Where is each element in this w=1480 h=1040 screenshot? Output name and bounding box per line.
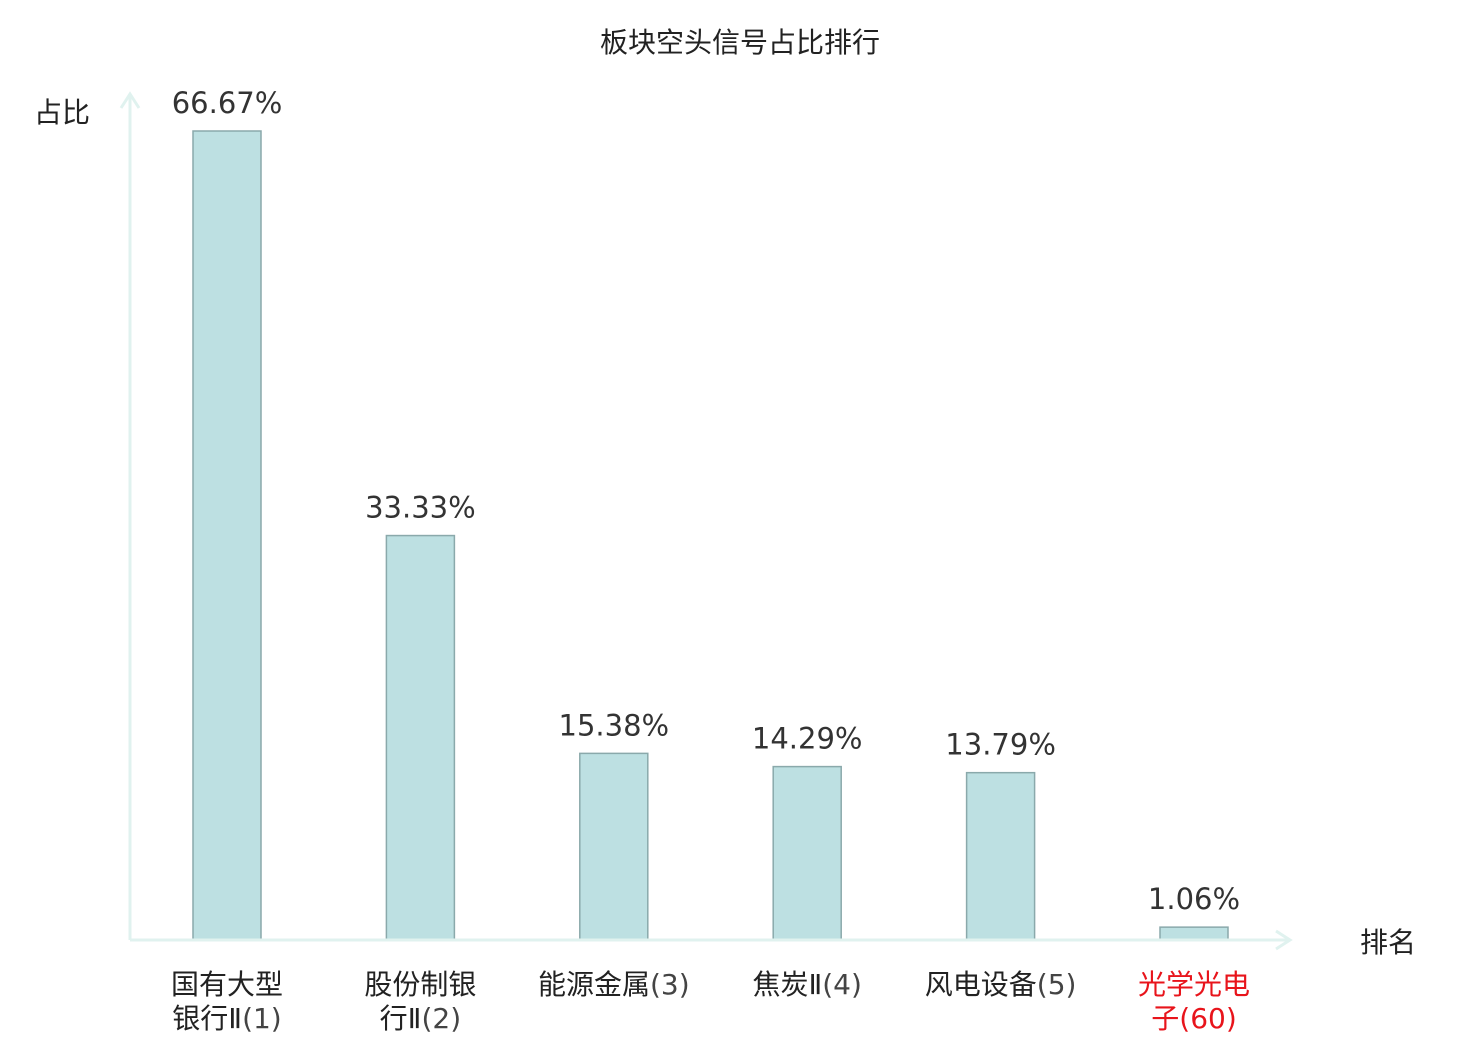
data-label: 13.79% [945, 728, 1056, 762]
tick-label: 国有大型银行Ⅱ(1) [171, 968, 283, 1035]
x-axis-arrow [1275, 929, 1293, 951]
tick-labels-group: 国有大型银行Ⅱ(1) 股份制银行Ⅱ(2) 能源金属(3) 焦炭Ⅱ(4) 风电设备(5) 光… [171, 968, 1250, 1035]
tick-label: 能源金属(3) [538, 968, 690, 1001]
bar [579, 752, 649, 941]
bars-group [192, 130, 1229, 941]
bar [385, 534, 456, 941]
tick-label: 光学光电子(60) [1138, 968, 1250, 1035]
bar [192, 130, 262, 941]
data-labels-group: 66.67% 33.33% 15.38% 14.29% 13.79% 1.06% [172, 86, 1240, 916]
bar [1159, 926, 1229, 941]
y-axis-label: 占比 [34, 96, 90, 129]
bar [772, 765, 842, 941]
x-axis-label: 排名 [1360, 926, 1416, 959]
chart-title: 板块空头信号占比排行 [600, 26, 880, 59]
tick-label: 股份制银行Ⅱ(2) [364, 968, 476, 1035]
data-label: 66.67% [172, 86, 283, 120]
data-label: 1.06% [1148, 882, 1240, 916]
data-label: 33.33% [365, 491, 476, 525]
tick-label: 焦炭Ⅱ(4) [752, 968, 861, 1001]
axes-group [119, 91, 1293, 951]
data-label: 14.29% [752, 722, 863, 756]
bar [965, 771, 1036, 941]
data-label: 15.38% [559, 708, 670, 742]
y-axis-arrow [119, 91, 141, 109]
tick-label: 风电设备(5) [925, 968, 1077, 1001]
